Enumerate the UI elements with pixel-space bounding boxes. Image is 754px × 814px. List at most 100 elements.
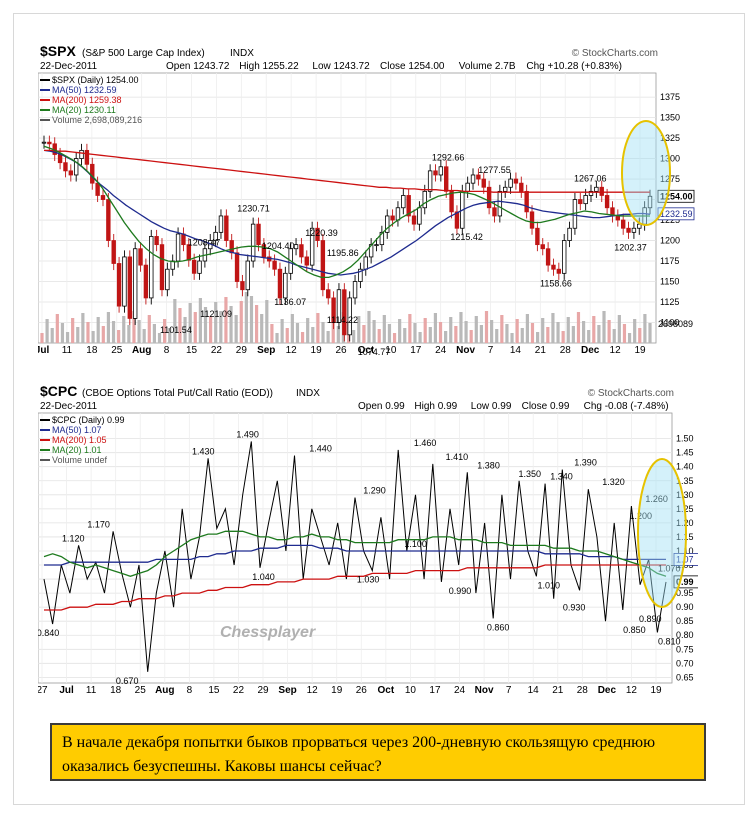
candle-body bbox=[90, 163, 95, 184]
highlight-ellipse bbox=[637, 458, 687, 608]
volume-bar bbox=[602, 311, 606, 343]
volume-bar bbox=[627, 333, 632, 343]
candle-body bbox=[578, 199, 583, 205]
x-tick-label: 29 bbox=[236, 345, 248, 355]
candle-body bbox=[535, 227, 540, 246]
volume-bar bbox=[219, 311, 223, 343]
volume-bar bbox=[285, 328, 289, 343]
y-tick-label: 1.35 bbox=[676, 476, 694, 486]
x-tick-label: 17 bbox=[410, 345, 422, 355]
x-tick-label: 19 bbox=[311, 345, 323, 355]
x-tick-label: 27 bbox=[38, 685, 48, 695]
legend-swatch bbox=[40, 79, 50, 81]
x-tick-label: 12 bbox=[626, 685, 638, 695]
x-tick-label: 19 bbox=[650, 685, 662, 695]
volume-bar bbox=[173, 299, 177, 343]
y-tick-label: 0.70 bbox=[676, 658, 694, 668]
volume-bar bbox=[178, 308, 182, 343]
volume-bar bbox=[209, 316, 213, 343]
point-annotation: 0.850 bbox=[623, 625, 646, 635]
chart-exchange: INDX bbox=[230, 48, 254, 59]
point-annotation: 1.440 bbox=[309, 443, 332, 453]
ohlc-value: Close 1254.00 bbox=[380, 61, 445, 72]
volume-bar bbox=[633, 319, 637, 343]
volume-bar bbox=[91, 331, 95, 343]
candle-body bbox=[556, 268, 562, 274]
volume-bar bbox=[530, 323, 535, 343]
point-annotation: 1.200 bbox=[629, 511, 652, 521]
volume-bar bbox=[300, 332, 305, 343]
candle-body bbox=[100, 195, 106, 200]
legend-entry: Volume undef bbox=[52, 455, 108, 465]
point-annotation: 0.890 bbox=[639, 614, 662, 624]
point-annotation: 0.670 bbox=[116, 676, 139, 686]
x-tick-label: Jul bbox=[38, 345, 49, 355]
x-tick-label: 21 bbox=[535, 345, 547, 355]
volume-bar bbox=[561, 331, 565, 343]
point-annotation: 1267.06 bbox=[574, 174, 607, 184]
candle-body bbox=[524, 190, 529, 213]
candle-body bbox=[411, 215, 417, 225]
volume-bar bbox=[96, 317, 100, 343]
ohlc-value: Close 0.99 bbox=[522, 401, 570, 412]
volume-bar bbox=[418, 332, 422, 343]
y-tick-label: 1200 bbox=[660, 236, 680, 246]
last-price-label: 0.99 bbox=[676, 577, 694, 587]
candle-body bbox=[470, 174, 476, 184]
candle-body bbox=[111, 240, 116, 264]
volume-bar bbox=[535, 332, 540, 343]
highlight-ellipse bbox=[621, 120, 671, 226]
candle-body bbox=[293, 244, 299, 250]
x-tick-label: 12 bbox=[286, 345, 298, 355]
x-tick-label: 12 bbox=[610, 345, 622, 355]
ohlc-value: High 1255.22 bbox=[239, 61, 299, 72]
candle-body bbox=[347, 297, 352, 336]
volume-bar bbox=[367, 311, 371, 343]
ohlc-value: Open 0.99 bbox=[358, 401, 405, 412]
y-tick-label: 1100 bbox=[660, 318, 679, 328]
point-annotation: 1.010 bbox=[538, 580, 561, 590]
candle-body bbox=[272, 260, 277, 270]
candle-body bbox=[390, 215, 395, 221]
y-tick-label: 1.30 bbox=[676, 490, 694, 500]
point-annotation: 1292.66 bbox=[432, 153, 465, 163]
x-tick-label: 28 bbox=[577, 685, 589, 695]
volume-bar bbox=[111, 321, 116, 343]
legend-swatch bbox=[40, 99, 50, 101]
x-tick-label: 18 bbox=[86, 345, 98, 355]
last-price-label: 1254.00 bbox=[660, 191, 693, 201]
point-annotation: 1.430 bbox=[192, 446, 215, 456]
y-tick-label: 0.90 bbox=[676, 602, 694, 612]
candle-body bbox=[224, 215, 229, 241]
volume-bar bbox=[597, 325, 601, 343]
volume-bar bbox=[607, 320, 611, 343]
candle-body bbox=[41, 141, 47, 144]
legend-swatch bbox=[40, 449, 50, 451]
candle-body bbox=[626, 227, 631, 233]
candle-body bbox=[106, 199, 111, 241]
candle-body bbox=[465, 182, 470, 192]
candle-body bbox=[647, 195, 653, 209]
volume-bar bbox=[515, 319, 519, 343]
volume-bar bbox=[280, 319, 284, 343]
volume-bar bbox=[587, 330, 591, 343]
volume-value-label: 2698089 bbox=[658, 319, 693, 329]
candle-body bbox=[551, 264, 556, 270]
candle-body bbox=[250, 223, 256, 262]
point-annotation: 0.930 bbox=[563, 603, 586, 613]
candle-body bbox=[159, 244, 165, 291]
x-tick-label: 18 bbox=[110, 685, 122, 695]
x-tick-label: 17 bbox=[429, 685, 441, 695]
x-tick-label: Nov bbox=[475, 685, 494, 695]
candle-body bbox=[68, 170, 74, 176]
cpc-chart-panel: $CPC (CBOE Options Total Put/Call Ratio (… bbox=[36, 383, 711, 696]
x-tick-label: Jul bbox=[59, 685, 74, 695]
x-tick-label: 15 bbox=[186, 345, 198, 355]
candle-body bbox=[417, 207, 422, 225]
candle-body bbox=[620, 219, 626, 229]
y-tick-label: 0.95 bbox=[676, 588, 694, 598]
volume-bar bbox=[392, 333, 397, 343]
volume-bar bbox=[40, 333, 44, 343]
candle-body bbox=[277, 268, 283, 299]
volume-bar bbox=[193, 312, 197, 343]
